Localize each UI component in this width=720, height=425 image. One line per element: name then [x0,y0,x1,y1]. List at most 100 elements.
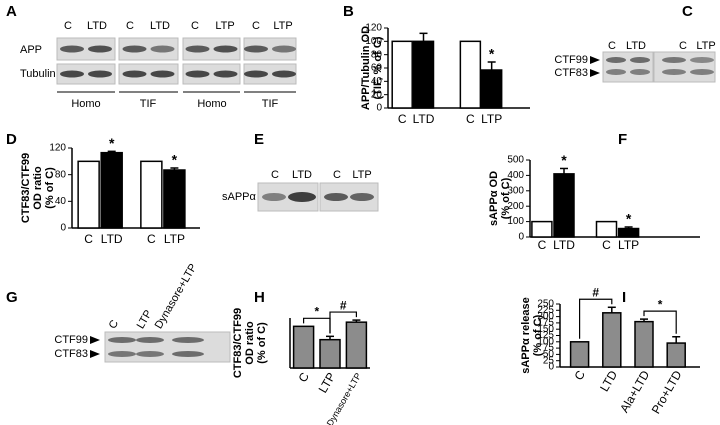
blot-strip [104,331,231,363]
blot-band [324,193,348,201]
lane-label: C [333,169,341,181]
y-axis-label: (% of C) [532,314,544,356]
y-tick-label: 20 [371,89,383,100]
blot-band [150,45,175,53]
panel-letter: I [622,289,626,306]
y-tick-label: 225 [537,305,554,316]
panel-letter: G [6,289,18,306]
y-tick-label: 100 [507,216,524,227]
lane-label: Dynasore+LTP [153,262,200,331]
blot-band [262,193,286,201]
x-tick-label: Pro+LTD [649,368,685,416]
lane-label: C [252,20,260,32]
y-axis-label: (TIF, % of C) [372,36,384,99]
lane-label: C [679,40,687,52]
significance-marker: * [626,211,632,227]
x-tick-label: LTP [316,370,339,395]
lane-label: LTP [696,40,715,52]
significance-bracket [579,298,613,339]
y-tick-label: 120 [49,143,66,154]
y-axis-label: (% of C) [44,167,56,209]
panel-letter: C [682,3,693,20]
blot-band [60,70,84,78]
bar [595,220,618,238]
x-tick-label: LTD [101,232,123,246]
y-tick-label: 100 [365,36,382,47]
blot-strip [182,63,241,85]
blot-band [108,351,136,357]
blot-strip [653,51,716,83]
group-label: Homo [71,98,100,110]
blot-band [288,192,316,202]
y-tick-label: 80 [371,49,383,60]
band-label: CTF83 [54,348,88,360]
blot-band [108,337,136,343]
y-tick-label: 125 [537,330,554,341]
x-tick-label: LTD [553,238,575,252]
blot-band [662,57,686,63]
y-tick-label: 200 [507,201,524,212]
lane-label: LTD [150,20,170,32]
bar [100,151,123,229]
blot-band [272,45,296,53]
y-tick-label: 150 [537,324,554,335]
bar [319,338,341,369]
bar [412,40,435,109]
blot-band [122,45,147,53]
group-label: TIF [140,98,157,110]
blot-strip [118,37,179,61]
lane-label: C [64,20,72,32]
x-tick-label: C [295,370,312,385]
x-tick-label: LTD [597,368,620,394]
y-tick-label: 200 [537,311,554,322]
row-label: Tubulin [20,68,56,80]
row-label: APP [20,44,42,56]
lane-label: C [126,20,134,32]
blot-band [88,70,112,78]
y-tick-label: 0 [548,362,554,373]
blot-strip [182,37,241,61]
y-axis-label: APP/Tubulin OD [360,26,372,110]
lane-label: LTP [135,308,155,331]
blot-strip [602,51,654,83]
group-label: TIF [262,98,279,110]
bar [140,160,163,229]
bar [77,160,100,229]
y-axis-label: OD ratio [244,321,256,365]
bar [480,69,503,109]
band-label: CTF99 [54,334,88,346]
x-tick-label: C [398,112,407,126]
y-tick-label: 60 [371,63,383,74]
blot-band [172,351,204,357]
y-axis-label: sAPPα OD [488,171,500,226]
panel-letter: H [254,289,265,306]
lane-label: LTP [273,20,292,32]
bracket-label: * [314,305,319,319]
lane-label: LTD [292,169,312,181]
bar [634,320,654,368]
bar [391,40,413,109]
band-arrow [590,56,600,64]
bar [163,169,186,229]
blot-band [606,69,626,75]
lane-label: C [608,40,616,52]
lane-label: LTD [626,40,646,52]
band-label: CTF83 [554,67,588,79]
band-arrow [90,336,100,344]
panel-letter: A [6,3,17,20]
blot-band [690,69,714,75]
bracket-label: # [592,285,599,299]
lane-label: C [107,318,121,331]
x-tick-label: C [147,232,156,246]
x-tick-label: C [538,238,547,252]
blot-band [150,70,175,78]
bar [602,312,622,368]
blot-band [662,69,686,75]
panel-letter: B [343,3,354,20]
x-tick-label: C [84,232,93,246]
y-axis-label: CTF83/CTF99 [232,308,244,378]
y-tick-label: 50 [543,349,555,360]
group-label: Homo [197,98,226,110]
significance-marker: * [489,46,495,62]
lane-label: LTP [215,20,234,32]
